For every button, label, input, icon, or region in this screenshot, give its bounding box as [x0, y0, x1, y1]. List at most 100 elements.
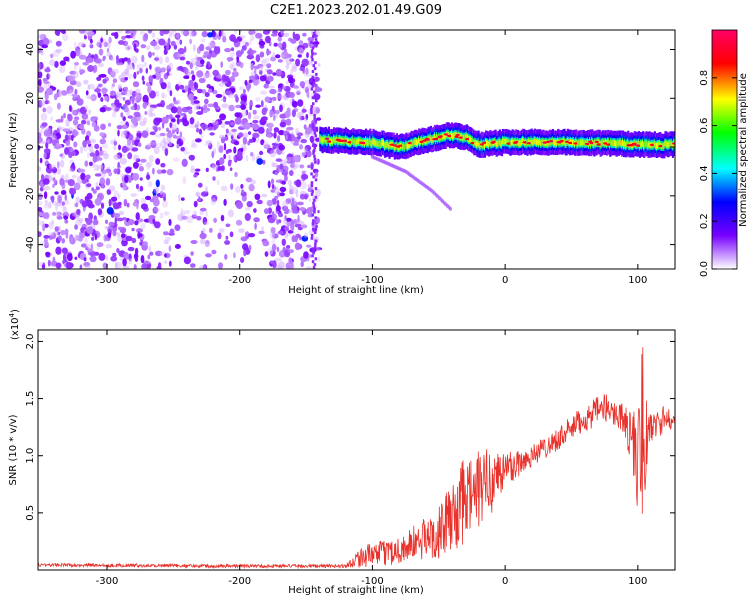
- spectrogram-cell: [204, 142, 211, 147]
- spectrogram-cell: [314, 195, 318, 199]
- spectrogram-cell: [198, 196, 201, 202]
- spectrogram-cell: [43, 152, 47, 159]
- spectrogram-cell: [144, 61, 147, 67]
- spectrogram-cell: [112, 111, 117, 118]
- spectrogram-cell: [152, 198, 160, 207]
- spectrogram-cell: [204, 221, 209, 225]
- spectrogram-cell: [52, 212, 57, 216]
- spectrogram-cell: [278, 129, 285, 136]
- spectrogram-cell: [316, 247, 323, 251]
- spectrogram-cell: [301, 173, 309, 180]
- spectrogram-cell: [132, 81, 140, 88]
- spectrogram-cell: [106, 51, 112, 57]
- spectrogram-cell: [643, 142, 646, 149]
- spectrogram-cell: [303, 232, 308, 238]
- spectrogram-cell: [272, 51, 275, 60]
- spectrogram-cell: [158, 56, 163, 65]
- spectrogram-cell: [294, 234, 299, 243]
- spectrogram-cell: [45, 87, 54, 96]
- spectrogram-cell: [58, 235, 62, 241]
- spectrogram-cell: [108, 198, 112, 207]
- spectrogram-cell: [194, 168, 201, 172]
- spectrogram-cell: [259, 69, 263, 75]
- spectrogram-cell: [299, 144, 303, 150]
- spectrogram-cell: [162, 30, 170, 35]
- spectrogram-cell: [234, 112, 241, 118]
- spectrogram-cell: [310, 40, 313, 44]
- spectrogram-cell: [205, 210, 208, 217]
- spectrogram-cell: [264, 57, 270, 63]
- spectrogram-cell: [255, 54, 261, 63]
- spectrogram-cell: [288, 257, 293, 265]
- spectrogram-cell: [63, 112, 66, 119]
- spectrogram-cell: [314, 239, 318, 243]
- spectrogram-cell: [125, 67, 129, 76]
- spectrogram-cell: [311, 222, 315, 226]
- spectrogram-cell: [104, 254, 109, 261]
- spectrogram-cell: [263, 83, 269, 89]
- spectrogram-cell: [168, 62, 173, 67]
- spectrogram-cell: [124, 76, 128, 81]
- spectrogram-cell: [227, 148, 233, 153]
- spectrogram-cell: [449, 206, 452, 211]
- spectrogram-cell: [140, 203, 148, 210]
- spectrogram-cell: [277, 93, 282, 102]
- spectrogram-cell: [274, 140, 279, 144]
- spectrogram-cell: [132, 172, 140, 181]
- spectrogram-cell: [177, 53, 182, 58]
- spectrogram-cell: [260, 65, 264, 70]
- spectrogram-cell: [272, 260, 277, 269]
- spectrogram-cell: [92, 228, 96, 236]
- spectrogram-cell: [242, 243, 249, 251]
- spectrogram-cell: [181, 215, 188, 220]
- spectrogram-frame: [37, 29, 676, 270]
- spectrogram-cell: [100, 123, 106, 130]
- spectrogram-cell: [84, 265, 91, 269]
- spectrogram-cell: [103, 41, 108, 48]
- spectrogram-cell: [294, 33, 301, 41]
- spectrogram-cell: [225, 223, 231, 228]
- spectrogram-cell: [57, 89, 62, 97]
- spectrogram-cell: [160, 162, 166, 168]
- spectrogram-cell: [291, 198, 295, 202]
- spectrogram-cell: [289, 58, 295, 62]
- spectrogram-cell: [208, 227, 213, 233]
- spectrogram-cell: [253, 217, 260, 223]
- spectrogram-cell: [311, 70, 315, 73]
- spectrogram-cell: [272, 30, 278, 35]
- spectrogram-cell: [279, 121, 287, 128]
- spectrogram-cell: [285, 217, 292, 222]
- spectrogram-cell: [220, 165, 225, 172]
- spectrogram-cell: [57, 231, 61, 236]
- spectrogram-cell: [128, 258, 133, 265]
- spectrogram-cell: [104, 95, 108, 102]
- spectrogram-cell: [96, 76, 102, 82]
- spectrogram-cell: [176, 33, 180, 39]
- spectrogram-cell: [105, 178, 111, 186]
- spectrogram-cell: [296, 90, 301, 96]
- spectrogram-cell: [224, 253, 228, 260]
- spectrogram-cell: [313, 106, 319, 115]
- spectrogram-cell: [183, 256, 191, 265]
- spectrogram-cell: [314, 85, 320, 93]
- spectrogram-cell: [69, 234, 74, 243]
- spectrogram-cell: [79, 264, 83, 269]
- spectrogram-cell: [70, 163, 76, 172]
- spectrogram-cell: [142, 101, 147, 109]
- spectrogram-cell: [53, 49, 60, 58]
- spectrogram-cell: [56, 161, 60, 169]
- spectrogram-cell: [38, 86, 45, 93]
- spectrogram-cell: [73, 61, 80, 66]
- spectrogram-cell: [199, 265, 206, 269]
- spectrogram-cell: [61, 247, 68, 254]
- spectrogram-cell: [51, 166, 58, 174]
- spectrogram-cell: [78, 124, 85, 130]
- spectrogram-cell: [82, 140, 87, 148]
- spectrogram-cell: [164, 260, 168, 265]
- spectrogram-cell: [117, 62, 124, 66]
- spectrogram-cell: [89, 161, 93, 166]
- spectrogram-cell: [250, 50, 257, 54]
- spectrogram-cell: [112, 202, 120, 210]
- spectrogram-cell: [99, 177, 106, 186]
- spectrogram-cell: [49, 59, 56, 66]
